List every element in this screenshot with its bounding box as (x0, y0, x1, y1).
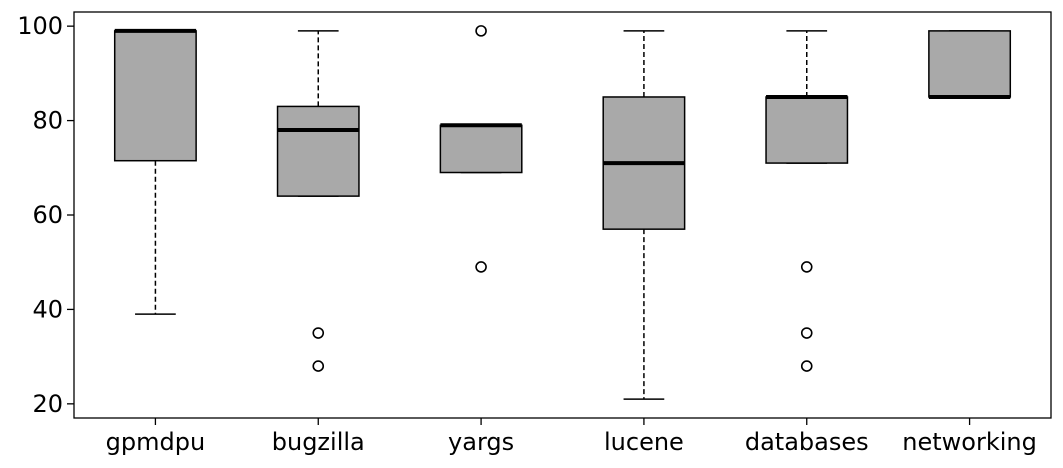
outlier-point (800, 261, 813, 273)
outlier-point (800, 327, 813, 339)
y-tick-label: 20 (32, 390, 63, 418)
box-group-yargs (439, 25, 523, 273)
box-group-databases (765, 30, 849, 372)
plot-marks (113, 25, 1012, 400)
x-tick-label: bugzilla (272, 428, 365, 456)
box-group-networking (928, 30, 1012, 99)
outlier-point (475, 25, 487, 37)
box-iqr (928, 30, 1012, 98)
y-tick-label: 40 (32, 295, 63, 323)
x-tick-label: lucene (604, 428, 684, 456)
box-iqr (113, 30, 197, 162)
x-axis: gpmdpu bugzilla yargs lucene databases networ… (106, 418, 1037, 456)
x-tick-label: gpmdpu (106, 428, 206, 456)
x-tick-label: yargs (448, 428, 514, 456)
y-tick-label: 60 (32, 201, 63, 229)
outlier-point (800, 360, 813, 372)
box-group-gpmdpu (113, 28, 197, 315)
x-tick-label: databases (745, 428, 869, 456)
box-iqr (765, 96, 849, 164)
box-group-bugzilla (276, 30, 360, 372)
box-iqr (276, 105, 360, 197)
box-iqr (439, 124, 523, 174)
outlier-point (475, 261, 487, 273)
y-tick-label: 80 (32, 107, 63, 135)
y-axis: 20 40 60 80 100 (17, 12, 74, 418)
x-tick-label: networking (902, 428, 1037, 456)
outlier-point (312, 360, 325, 372)
box-group-lucene (602, 30, 686, 400)
outlier-point (312, 327, 325, 339)
plot-frame (73, 11, 1052, 419)
y-tick-label: 100 (17, 12, 63, 40)
